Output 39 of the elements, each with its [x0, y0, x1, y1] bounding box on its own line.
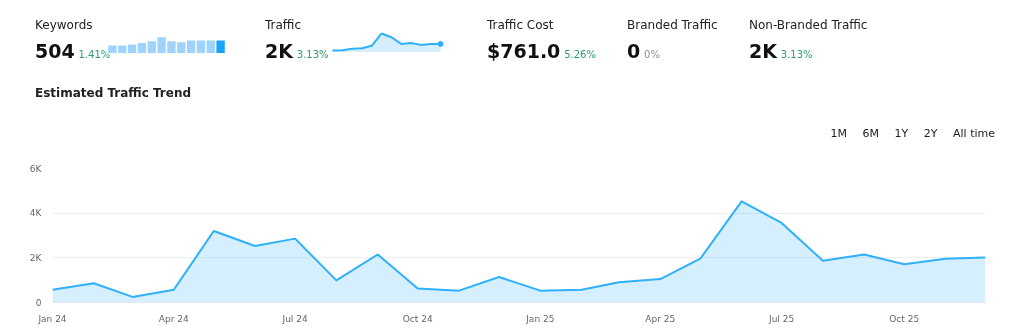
- category-label: Traffic Cost: [487, 17, 555, 34]
- category-label: Branded Traffic: [627, 17, 718, 34]
- x-tick-label: Jan 25: [525, 313, 555, 324]
- text: 2K: [265, 40, 293, 63]
- x-tick-label: Jul 25: [767, 313, 795, 324]
- text: 6M: [862, 127, 880, 140]
- text: 504: [35, 40, 75, 63]
- text: $761.0: [487, 40, 561, 63]
- y-tick-label: 4K: [29, 208, 43, 219]
- annotation: 1.41%: [78, 49, 111, 61]
- x-tick-label: Oct 25: [889, 313, 920, 324]
- text: 1Y: [894, 127, 909, 140]
- bar: [186, 40, 196, 53]
- chart-title: Estimated Traffic Trend: [35, 85, 192, 102]
- text: 1M: [830, 127, 848, 140]
- x-tick-label: Jul 24: [281, 313, 308, 324]
- text: All time: [953, 127, 995, 140]
- x-tick-label: Apr 24: [158, 313, 190, 324]
- text: 3.13%: [780, 49, 813, 61]
- category-label: Keywords: [35, 17, 94, 34]
- text: 0: [627, 40, 641, 63]
- annotation: 3.13%: [296, 49, 329, 61]
- y-tick-label: 2K: [29, 252, 43, 263]
- x-tick-label: Jan 24: [37, 313, 67, 324]
- x-tick-label: Oct 24: [402, 313, 433, 324]
- bar: [196, 40, 206, 53]
- bar: [216, 40, 225, 53]
- y-tick-label: 6K: [29, 163, 43, 174]
- text: 2K: [749, 40, 777, 63]
- text: 5.26%: [564, 49, 596, 61]
- bar: [137, 42, 147, 53]
- bar: [206, 40, 215, 53]
- category-label: Non-Branded Traffic: [749, 17, 868, 34]
- text: 0%: [644, 49, 660, 61]
- y-tick-label: 0: [35, 297, 42, 308]
- category-label: Traffic: [265, 17, 303, 34]
- text: 2Y: [923, 127, 938, 140]
- bar: [127, 44, 137, 53]
- x-tick-label: Apr 25: [645, 313, 676, 324]
